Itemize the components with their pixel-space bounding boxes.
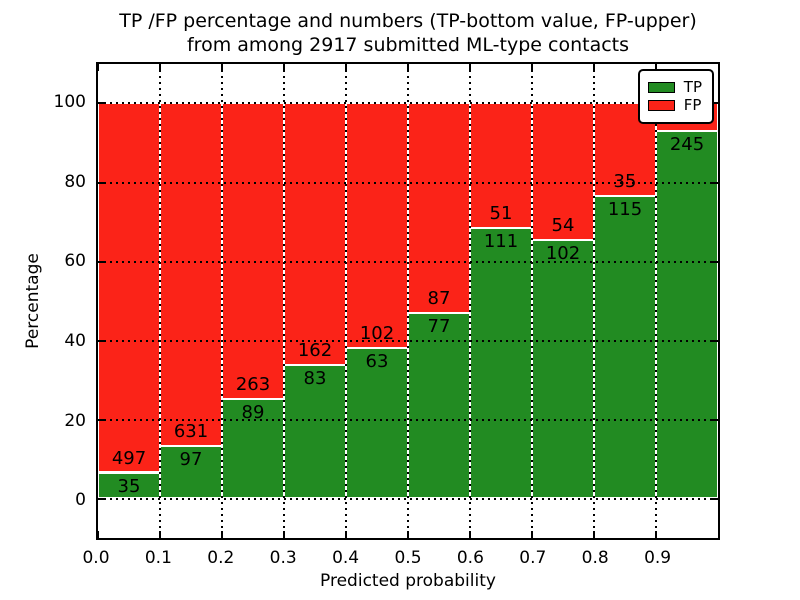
fp-count-label: 35 [613,170,637,192]
fp-bar-segment [284,103,346,365]
tp-count-label: 245 [669,133,705,155]
fp-legend-swatch [647,100,675,111]
y-tick-label: 20 [64,410,86,431]
x-tick-label: 0.4 [332,548,360,568]
fp-legend-label: FP [683,96,702,114]
y-tick-label: 40 [64,330,86,351]
tp-count-label: 102 [545,243,581,265]
legend-item-fp: FP [647,96,702,114]
tp-bar-segment [656,130,718,499]
y-axis-label: Percentage [23,253,43,349]
x-tick-label: 0.5 [394,548,422,568]
x-tick-label: 0.7 [519,548,547,568]
chart-title-line1: TP /FP percentage and numbers (TP-bottom… [119,10,697,32]
fp-count-label: 497 [111,447,147,469]
fp-count-label: 102 [359,322,395,344]
fp-bar-segment [98,103,160,473]
fp-count-label: 54 [551,215,575,237]
fp-count-label: 162 [297,339,333,361]
fp-count-label: 51 [489,202,513,224]
bar-labels-layer: 497 35 631 97 263 89 162 83 102 63 87 77 51 111 54 102 3… [98,64,718,538]
chart-title-line2: from among 2917 submitted ML-type contac… [186,34,630,56]
tp-legend-label: TP [683,78,702,96]
x-tick-label: 0.9 [644,548,672,568]
x-tick-label: 0.1 [144,548,172,568]
y-tick-label: 0 [75,490,86,511]
fp-count-label: 263 [235,373,271,395]
y-tick-label: 80 [64,171,86,192]
y-tick-labels: 0 20 40 60 80 100 [0,62,86,540]
fp-bar-segment [408,103,470,314]
tp-count-label: 97 [179,448,203,470]
tp-count-label: 63 [365,350,389,372]
plot-area: 497 35 631 97 263 89 162 83 102 63 87 77 51 111 54 102 3… [96,62,720,540]
legend: TP FP [637,69,714,124]
x-tick-label: 0.3 [269,548,297,568]
tp-count-label: 89 [241,401,265,423]
fp-count-label: 87 [427,288,451,310]
tp-count-label: 111 [483,230,519,252]
tp-count-label: 77 [427,316,451,338]
y-tick-label: 100 [53,91,86,112]
tp-count-label: 83 [303,367,327,389]
x-axis-label: Predicted probability [320,571,496,591]
tp-count-label: 35 [117,475,141,497]
chart-title: TP /FP percentage and numbers (TP-bottom… [88,9,728,57]
fp-count-label: 631 [173,420,209,442]
tp-legend-swatch [647,82,675,93]
x-tick-label: 0.0 [82,548,110,568]
fp-bar-segment [470,103,532,228]
tp-count-label: 115 [607,198,643,220]
y-tick-label: 60 [64,251,86,272]
bars-layer [98,64,718,538]
tp-bar-segment [594,195,656,499]
x-tick-labels: 0.0 0.1 0.2 0.3 0.4 0.5 0.6 0.7 0.8 0.9 [82,548,720,570]
x-tick-label: 0.8 [581,548,609,568]
fp-bar-segment [222,103,284,399]
legend-item-tp: TP [647,78,702,96]
x-tick-label: 0.2 [207,548,235,568]
fp-bar-segment [346,103,408,348]
x-tick-label: 0.6 [456,548,484,568]
